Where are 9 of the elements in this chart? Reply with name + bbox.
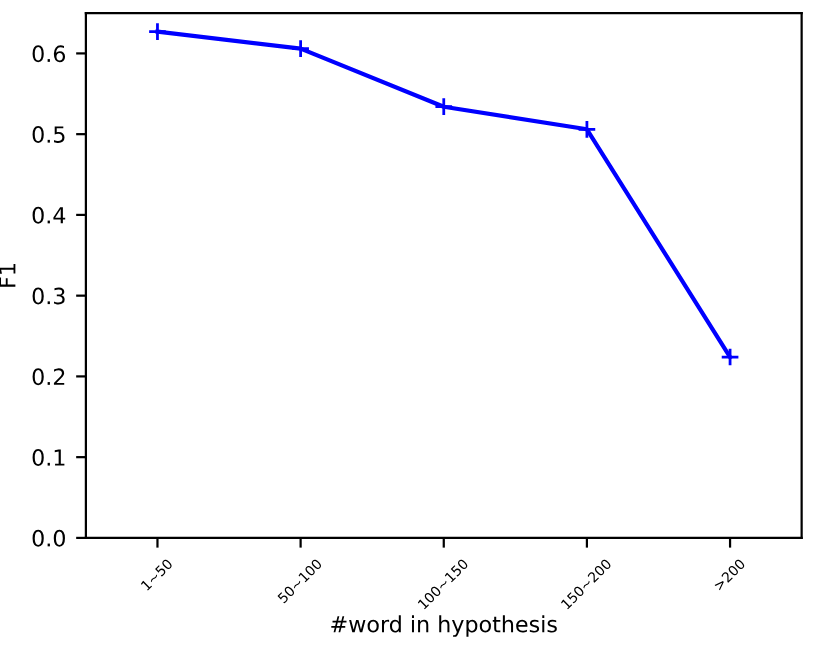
y-tick-label: 0.4: [32, 206, 66, 224]
y-tick-label: 0.1: [32, 449, 65, 466]
y-tick-label: 0.2: [32, 368, 65, 386]
y-tick-label: 0.6: [32, 45, 66, 63]
y-tick-label: 0.3: [32, 287, 65, 305]
y-tick-label: 0.5: [32, 126, 65, 143]
y-axis-title: F1: [0, 264, 16, 287]
y-tick-label: 0.0: [32, 529, 65, 547]
x-axis-title: #word in hypothesis: [331, 615, 557, 637]
